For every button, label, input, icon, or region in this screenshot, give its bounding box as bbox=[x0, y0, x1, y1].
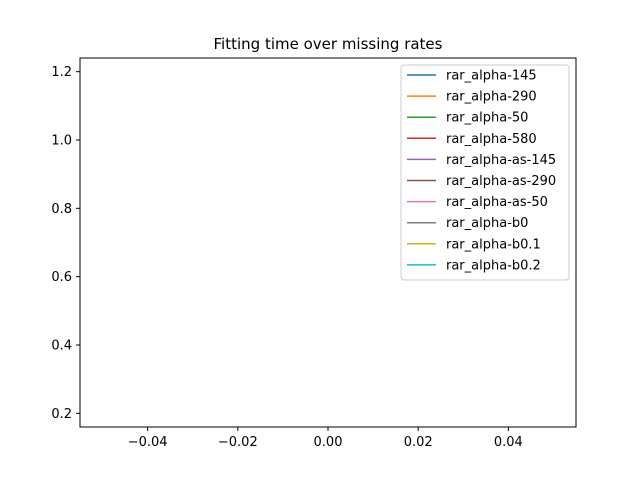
legend-label: rar_alpha-145 bbox=[446, 69, 537, 84]
y-tick-label: 1.2 bbox=[51, 65, 72, 80]
x-tick-label: 0.02 bbox=[404, 435, 433, 450]
y-tick-label: 0.2 bbox=[51, 407, 72, 422]
legend-label: rar_alpha-50 bbox=[446, 111, 528, 126]
legend-label: rar_alpha-b0.2 bbox=[446, 258, 541, 273]
legend-label: rar_alpha-b0 bbox=[446, 216, 528, 231]
legend-label: rar_alpha-as-290 bbox=[446, 174, 556, 189]
y-tick-label: 0.8 bbox=[51, 202, 72, 217]
legend: rar_alpha-145 rar_alpha-290 rar_alpha-50ra… bbox=[400, 64, 570, 281]
legend-label: rar_alpha-580 bbox=[446, 132, 537, 147]
legend-label: rar_alpha-b0.1 bbox=[446, 237, 541, 252]
x-axis: −0.04 −0.02 0.00 0.02 0.04 bbox=[128, 427, 523, 450]
chart-title: Fitting time over missing rates bbox=[214, 35, 443, 53]
x-tick-label: 0.00 bbox=[314, 435, 343, 450]
y-tick-label: 1.0 bbox=[51, 134, 72, 149]
legend-label: rar_alpha-as-50 bbox=[446, 195, 548, 210]
legend-label: rar_alpha-as-145 bbox=[446, 153, 556, 168]
legend-label: rar_alpha-290 bbox=[446, 90, 537, 105]
legend-frame bbox=[400, 64, 570, 281]
x-tick-label: −0.02 bbox=[218, 435, 258, 450]
x-tick-label: −0.04 bbox=[128, 435, 168, 450]
x-tick-label: 0.04 bbox=[494, 435, 523, 450]
y-tick-label: 0.4 bbox=[51, 339, 72, 354]
y-tick-label: 0.6 bbox=[51, 270, 72, 285]
y-axis: 0.2 0.4 0.6 0.8 1.0 1.2 bbox=[51, 65, 80, 422]
